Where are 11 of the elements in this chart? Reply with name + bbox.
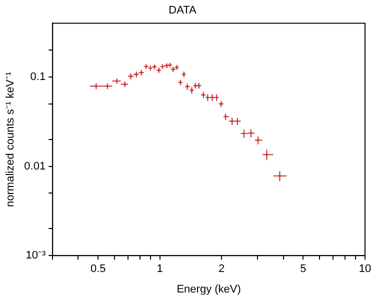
y-tick-label: 0.01 bbox=[24, 160, 46, 172]
y-tick-label: 10⁻³ bbox=[26, 250, 46, 262]
x-tick-label: 5 bbox=[300, 263, 306, 276]
chart-title: DATA bbox=[168, 4, 198, 17]
x-tick-label: 0.5 bbox=[90, 263, 106, 276]
x-tick-label: 1 bbox=[156, 263, 163, 276]
y-tick-label: 0.1 bbox=[30, 71, 46, 84]
y-axis-title: normalized counts s⁻¹ keV⁻¹ bbox=[4, 71, 17, 207]
x-axis-title: Energy (keV) bbox=[176, 283, 241, 296]
x-tick-label: 10 bbox=[358, 263, 372, 276]
x-tick-label: 2 bbox=[218, 263, 225, 276]
